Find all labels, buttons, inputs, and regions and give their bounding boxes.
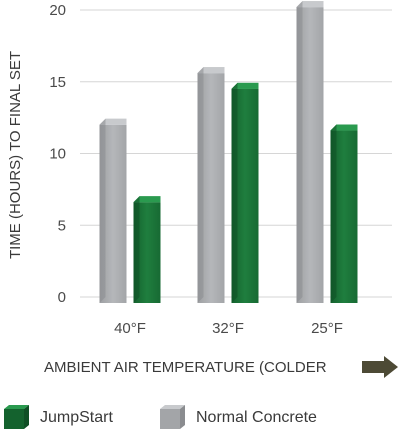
bar-jumpstart bbox=[330, 124, 358, 303]
bar-side-face bbox=[296, 1, 303, 303]
y-tick-label: 15 bbox=[49, 74, 66, 91]
bar-top-bevel bbox=[133, 196, 161, 203]
bar-chart: 0 5 10 15 20 40°F 32°F 25°F TIME (HOURS) TO FIN… bbox=[7, 1, 398, 378]
y-tick-label: 0 bbox=[58, 289, 66, 306]
bar-side-face bbox=[330, 124, 337, 303]
legend-label-normal-concrete: Normal Concrete bbox=[196, 409, 317, 426]
y-tick-label: 10 bbox=[49, 146, 66, 163]
y-tick-label: 5 bbox=[58, 217, 66, 234]
legend: JumpStart Normal Concrete bbox=[0, 405, 400, 437]
legend-item-jumpstart: JumpStart bbox=[4, 405, 113, 431]
bar-side-face bbox=[197, 67, 204, 303]
bar-top-bevel bbox=[197, 67, 225, 74]
bar-normal-concrete bbox=[99, 118, 127, 303]
x-tick-label: 32°F bbox=[212, 320, 244, 337]
bar-jumpstart bbox=[231, 82, 259, 303]
legend-swatch-normal-concrete bbox=[160, 405, 185, 429]
x-tick-label: 25°F bbox=[311, 320, 343, 337]
bar-side-face bbox=[133, 196, 140, 303]
bar-top-bevel bbox=[231, 82, 259, 89]
bar-jumpstart bbox=[133, 196, 161, 303]
bar-side-face bbox=[231, 82, 238, 303]
bar-normal-concrete bbox=[197, 67, 225, 303]
legend-label-jumpstart: JumpStart bbox=[40, 409, 113, 426]
y-axis-title: TIME (HOURS) TO FINAL SET bbox=[7, 51, 24, 259]
bar-top-bevel bbox=[330, 124, 358, 131]
bar-top-bevel bbox=[99, 118, 127, 125]
legend-swatch-jumpstart bbox=[4, 405, 29, 429]
y-tick-label: 20 bbox=[49, 2, 66, 19]
bar-normal-concrete bbox=[296, 1, 324, 303]
x-tick-label: 40°F bbox=[114, 320, 146, 337]
bar-side-face bbox=[99, 118, 106, 303]
x-axis-title: AMBIENT AIR TEMPERATURE (COLDER bbox=[44, 359, 327, 376]
bar-top-bevel bbox=[296, 1, 324, 8]
legend-item-normal-concrete: Normal Concrete bbox=[160, 405, 317, 431]
right-arrow-icon bbox=[362, 356, 398, 378]
